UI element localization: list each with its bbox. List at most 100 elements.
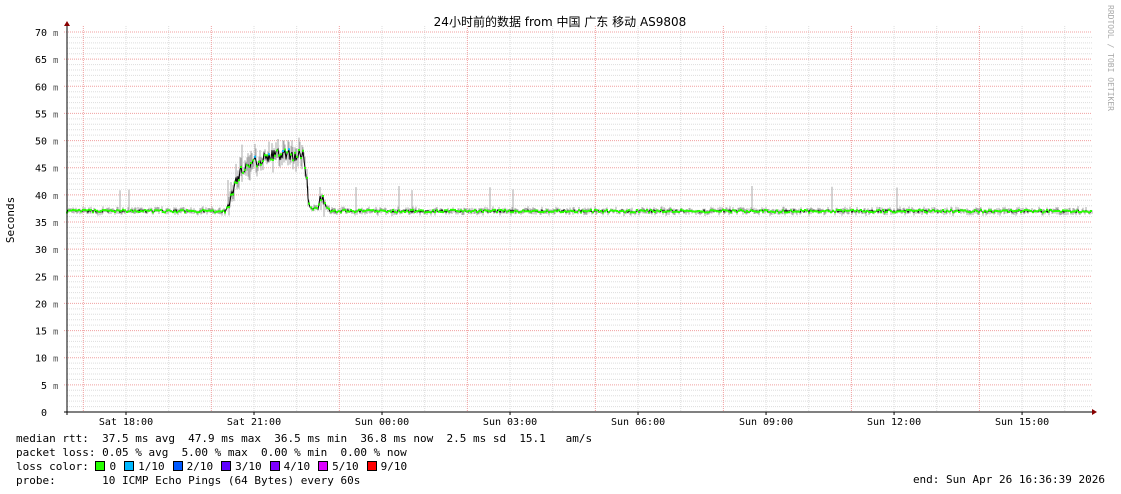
loss-color-text: 5/10 <box>332 460 359 473</box>
loss-point <box>220 210 222 213</box>
loss-point <box>586 210 588 213</box>
loss-point <box>632 211 634 214</box>
loss-point <box>1008 210 1010 213</box>
loss-point <box>934 210 936 213</box>
loss-point <box>724 209 726 212</box>
loss-point <box>244 168 246 171</box>
loss-point <box>624 211 626 214</box>
loss-point <box>1018 208 1020 211</box>
loss-color-legend: loss color: 0 1/10 2/10 3/10 4/10 5/10 9/10 <box>16 460 415 473</box>
loss-point <box>892 211 894 214</box>
loss-point <box>322 194 324 197</box>
loss-point <box>482 210 484 213</box>
loss-point <box>418 209 420 212</box>
loss-point <box>598 210 600 213</box>
loss-point <box>474 209 476 212</box>
y-tick-label: 65 <box>35 55 47 66</box>
loss-point <box>262 160 264 163</box>
y-tick-label: 30 <box>35 245 47 256</box>
loss-point <box>636 209 638 212</box>
loss-point <box>940 210 942 213</box>
loss-point <box>78 209 80 212</box>
loss-point <box>174 210 176 213</box>
loss-point <box>676 210 678 213</box>
loss-point <box>1020 211 1022 214</box>
loss-point <box>232 193 234 196</box>
loss-point <box>628 209 630 212</box>
loss-point <box>812 210 814 213</box>
loss-point <box>280 153 282 156</box>
loss-point <box>876 209 878 212</box>
loss-point <box>806 209 808 212</box>
loss-point <box>260 163 262 166</box>
loss-point <box>916 209 918 212</box>
loss-point <box>954 210 956 213</box>
loss-point <box>94 209 96 212</box>
loss-point <box>928 209 930 212</box>
loss-point <box>962 209 964 212</box>
loss-point <box>846 209 848 212</box>
loss-point <box>88 208 90 211</box>
loss-point <box>1054 210 1056 213</box>
loss-point <box>396 211 398 214</box>
loss-point <box>490 210 492 213</box>
loss-color-text: 1/10 <box>138 460 165 473</box>
loss-point <box>344 208 346 211</box>
loss-point <box>176 211 178 214</box>
loss-point <box>178 210 180 213</box>
loss-point <box>538 211 540 214</box>
loss-color-text: 3/10 <box>235 460 262 473</box>
y-tick-label: 50 <box>35 137 47 148</box>
loss-point <box>918 209 920 212</box>
loss-point <box>358 208 360 211</box>
loss-point <box>956 209 958 212</box>
loss-point <box>644 210 646 213</box>
loss-point <box>726 209 728 212</box>
loss-point <box>1050 209 1052 212</box>
loss-point <box>436 209 438 212</box>
loss-point <box>608 211 610 214</box>
loss-point <box>422 209 424 212</box>
loss-color-swatch <box>221 461 232 471</box>
loss-point <box>80 210 82 213</box>
loss-point <box>356 210 358 213</box>
loss-point <box>352 210 354 213</box>
loss-point <box>1082 210 1084 213</box>
loss-color-item: 0 <box>95 460 116 473</box>
loss-point <box>520 210 522 213</box>
loss-point <box>570 209 572 212</box>
loss-point <box>290 153 292 156</box>
loss-point <box>756 210 758 213</box>
loss-point <box>994 209 996 212</box>
loss-point <box>554 209 556 212</box>
loss-point <box>370 209 372 212</box>
loss-point <box>664 210 666 213</box>
loss-point <box>362 210 364 213</box>
loss-point <box>942 209 944 212</box>
loss-point <box>518 211 520 214</box>
loss-point <box>910 209 912 212</box>
loss-point <box>704 211 706 214</box>
loss-point <box>548 211 550 214</box>
loss-point <box>530 210 532 213</box>
loss-point <box>742 209 744 212</box>
loss-point <box>110 209 112 212</box>
loss-point <box>988 209 990 212</box>
loss-point <box>970 211 972 214</box>
loss-point <box>880 211 882 214</box>
loss-point <box>618 211 620 214</box>
loss-point <box>882 209 884 212</box>
loss-point <box>158 209 160 212</box>
loss-point <box>932 209 934 212</box>
probe-info: probe: 10 ICMP Echo Pings (64 Bytes) eve… <box>16 474 361 487</box>
loss-point <box>100 210 102 213</box>
loss-point <box>242 171 244 174</box>
loss-point <box>112 209 114 212</box>
loss-point <box>844 209 846 212</box>
y-tick-unit: m <box>53 165 58 175</box>
loss-point <box>1074 210 1076 213</box>
loss-point <box>540 211 542 214</box>
loss-color-item: 5/10 <box>318 460 359 473</box>
median-rtt-stats: median rtt: 37.5 ms avg 47.9 ms max 36.5… <box>16 432 593 445</box>
loss-point <box>912 210 914 213</box>
